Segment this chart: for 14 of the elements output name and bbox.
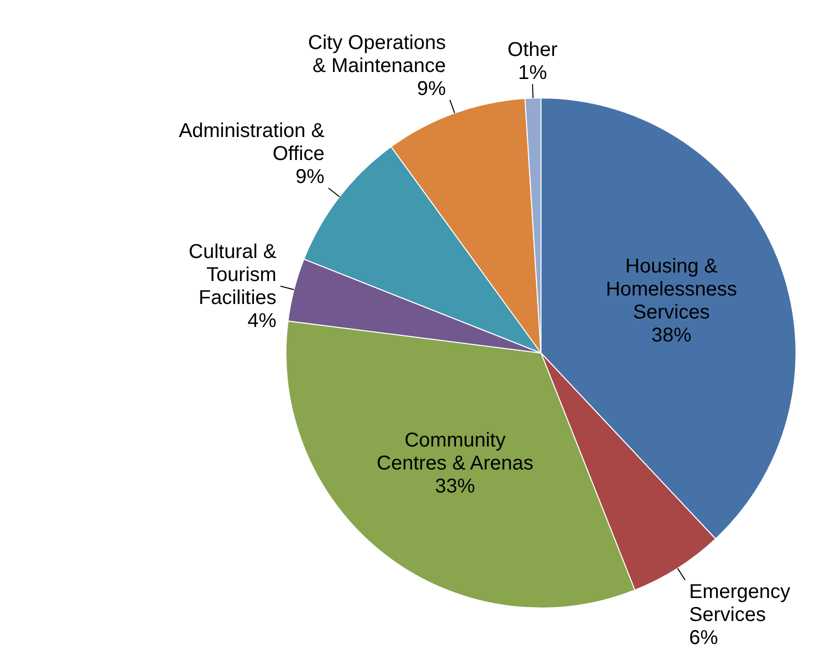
data-label: 1%	[518, 62, 548, 84]
slice-label: Cultural & Tourism Facilities	[188, 241, 278, 310]
slice-label: Administration & Office	[178, 120, 326, 166]
data-label: 9%	[416, 78, 446, 100]
data-label: 9%	[296, 166, 325, 188]
slice-label: Emergency Services	[689, 581, 790, 626]
slice-label: Community Centres & Arenas	[376, 430, 534, 475]
data-label: 33%	[435, 476, 476, 498]
data-label: 4%	[248, 310, 277, 332]
data-label: 6%	[689, 627, 718, 650]
slice-label: Housing & Homelessness Services	[606, 256, 737, 324]
slice-label: Other	[508, 39, 558, 62]
slice-label: City Operations & Maintenance	[308, 32, 446, 77]
data-label: 38%	[651, 324, 692, 347]
